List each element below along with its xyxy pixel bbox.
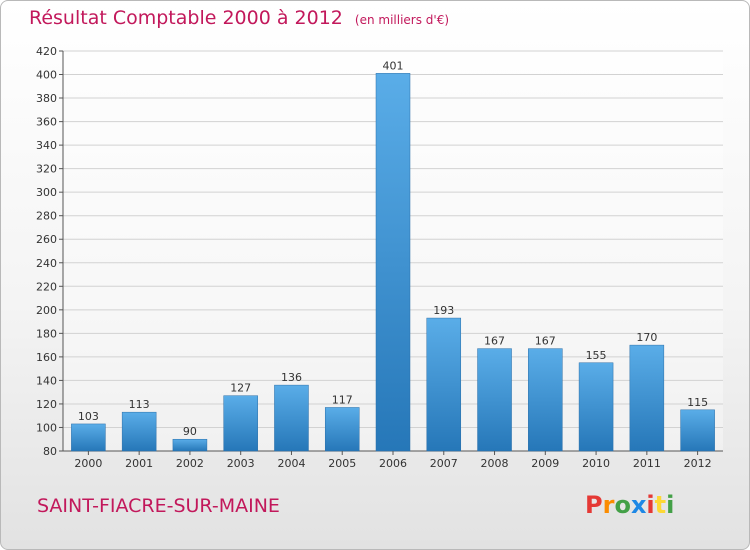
bar <box>426 317 462 452</box>
title-text: Résultat Comptable 2000 à 2012 <box>29 7 343 29</box>
y-tick-label: 160 <box>36 351 57 364</box>
bar <box>375 73 411 452</box>
y-tick-label: 360 <box>36 116 57 129</box>
unit-note: (en milliers d'€) <box>354 13 450 27</box>
y-tick-label: 180 <box>36 327 57 340</box>
y-tick-label: 200 <box>36 304 57 317</box>
x-tick-label: 2003 <box>227 457 255 470</box>
data-label: 193 <box>433 304 454 317</box>
logo-letter: x <box>630 491 647 519</box>
proxiti-logo[interactable]: Proxiti <box>585 491 674 519</box>
bar <box>578 362 614 452</box>
x-tick-label: 2009 <box>531 457 559 470</box>
y-tick-label: 220 <box>36 280 57 293</box>
bar <box>274 384 309 452</box>
y-tick-label: 100 <box>36 421 57 434</box>
y-tick-label: 320 <box>36 163 57 176</box>
y-tick-label: 380 <box>36 92 57 105</box>
bar <box>223 395 258 452</box>
y-tick-label: 120 <box>36 398 57 411</box>
x-tick-label: 2008 <box>481 457 509 470</box>
place-name: SAINT-FIACRE-SUR-MAINE <box>37 495 280 517</box>
bar <box>680 409 715 452</box>
y-tick-label: 280 <box>36 210 57 223</box>
y-tick-label: 400 <box>36 69 57 82</box>
logo-letter: o <box>614 491 631 519</box>
y-tick-label: 340 <box>36 139 57 152</box>
x-tick-label: 2010 <box>582 457 610 470</box>
logo-letter: r <box>602 491 615 519</box>
bar <box>324 407 360 452</box>
x-tick-label: 2000 <box>74 457 102 470</box>
data-label: 103 <box>78 410 99 423</box>
data-label: 127 <box>230 382 251 395</box>
logo-letter: t <box>654 491 667 519</box>
x-tick-label: 2001 <box>125 457 153 470</box>
bar <box>71 423 106 452</box>
data-label: 117 <box>332 393 353 406</box>
x-tick-label: 2011 <box>633 457 661 470</box>
data-label: 170 <box>636 331 657 344</box>
logo-letter: i <box>666 491 675 519</box>
data-label: 167 <box>535 335 556 348</box>
y-tick-label: 80 <box>43 445 57 458</box>
data-label: 167 <box>484 335 505 348</box>
data-label: 136 <box>281 371 302 384</box>
y-tick-label: 260 <box>36 233 57 246</box>
bar <box>172 438 208 452</box>
y-tick-label: 420 <box>36 45 57 58</box>
data-label: 115 <box>687 396 708 409</box>
x-tick-label: 2007 <box>430 457 458 470</box>
logo-letter: P <box>585 491 603 519</box>
data-label: 401 <box>383 59 404 72</box>
x-tick-label: 2002 <box>176 457 204 470</box>
bar <box>477 348 512 452</box>
data-label: 90 <box>183 425 197 438</box>
bar <box>528 348 563 452</box>
bar <box>629 344 665 452</box>
y-tick-label: 140 <box>36 374 57 387</box>
y-tick-label: 300 <box>36 186 57 199</box>
data-label: 155 <box>586 349 607 362</box>
x-tick-label: 2005 <box>328 457 356 470</box>
y-tick-label: 240 <box>36 257 57 270</box>
bar <box>121 411 157 452</box>
logo-letter: i <box>646 491 655 519</box>
chart-title: Résultat Comptable 2000 à 2012 (en millie… <box>29 7 449 29</box>
x-tick-label: 2004 <box>277 457 305 470</box>
data-label: 113 <box>129 398 150 411</box>
x-tick-label: 2006 <box>379 457 407 470</box>
x-tick-label: 2012 <box>684 457 712 470</box>
